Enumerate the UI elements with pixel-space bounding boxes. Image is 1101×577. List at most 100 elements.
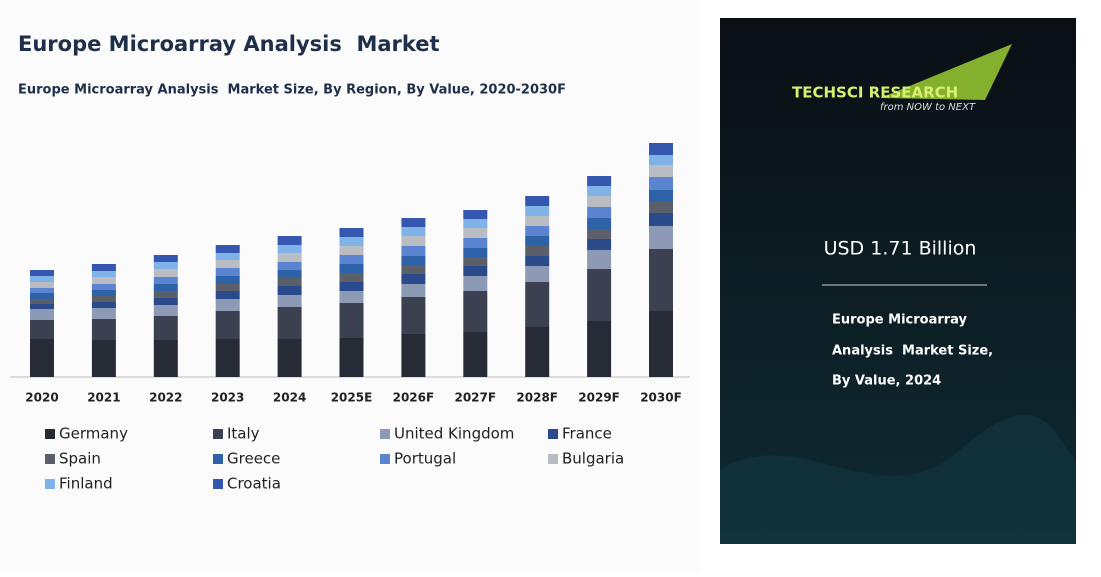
bar-segment [277,307,302,339]
bar-segment [649,311,673,377]
bar-segment [463,276,488,291]
bar-segment [339,246,364,255]
bar-segment [30,288,54,293]
bar-segment [30,304,54,309]
legend-label: United Kingdom [394,425,514,443]
bar-segment [587,321,612,377]
side-panel: TECHSCI RESEARCH from NOW to NEXT USD 1.… [720,18,1076,544]
bar-segment [277,236,302,245]
bar-segment [463,257,488,266]
bar-segment [153,284,178,291]
bar-segment [91,290,116,296]
bar-segment [277,339,302,377]
bar-segment [277,295,302,307]
chart-title: Europe Microarray Analysis Market [18,32,440,56]
bar-segment [339,228,364,237]
bar-segment [215,311,240,339]
bar-segment [339,291,364,303]
x-tick-label: 2020 [25,391,58,405]
bar-segment [339,264,364,273]
bar-segment [649,143,673,155]
bar-segment [587,250,612,269]
chart-subtitle: Europe Microarray Analysis Market Size, … [18,83,566,98]
tagline: from NOW to NEXT [880,102,976,113]
bar-segment [30,320,54,339]
bar-segment [277,262,302,270]
legend-swatch [548,429,558,439]
bar-segment [525,236,550,246]
bar-segment [587,176,612,186]
bar-segment [587,229,612,239]
x-tick-label: 2023 [211,391,244,405]
legend-swatch [380,429,390,439]
bar-segment [91,277,116,284]
bar-segment [153,291,178,298]
bar-segment [91,296,116,302]
bar-segment [215,268,240,276]
x-tick-label: 2024 [273,391,306,405]
bar-segment [30,309,54,320]
bar-segment [30,270,54,276]
bar-segment [153,316,178,340]
bar-segment [463,291,488,332]
bar-segment [525,327,550,377]
legend-swatch [213,454,223,464]
bar-segment [401,246,426,256]
legend-swatch [213,429,223,439]
bar-segment [525,226,550,236]
bar-segment [277,245,302,253]
bar-segment [153,262,178,269]
bar-segment [525,216,550,226]
x-tick-label: 2030F [640,391,682,405]
bar-segment [649,190,673,202]
headline: USD 1.71 Billion [824,238,977,260]
bar-segment [91,271,116,277]
bar-segment [339,338,364,377]
caption-line: Analysis Market Size, [832,344,993,359]
bar-segment [401,297,426,334]
bar-segment [525,256,550,266]
x-tick-label: 2026F [393,391,435,405]
bar-segment [91,302,116,308]
bar-segment [463,219,488,228]
bar-segment [91,264,116,271]
x-tick-label: 2025E [331,391,373,405]
bar-segment [463,210,488,219]
bar-segment [215,299,240,311]
bar-segment [587,269,612,321]
bar-segment [401,284,426,297]
bar-segment [339,282,364,291]
bar-segment [587,186,612,196]
bar-segment [587,239,612,250]
bar-segment [277,270,302,278]
bar-segment [215,339,240,377]
x-tick-label: 2022 [149,391,182,405]
bar-segment [463,228,488,238]
bar-segment [525,282,550,327]
bar-segment [153,340,178,377]
bar-segment [153,277,178,284]
legend-swatch [548,454,558,464]
legend-swatch [45,429,55,439]
bar-segment [153,255,178,262]
bar-segment [401,334,426,377]
legend-swatch [380,454,390,464]
bar-segment [401,274,426,284]
x-tick-label: 2021 [87,391,120,405]
bar-segment [91,319,116,340]
legend-label: Spain [59,450,101,468]
legend-label: Germany [59,425,128,443]
legend-label: Bulgaria [562,450,624,468]
bar-segment [463,332,488,377]
bar-segment [525,266,550,282]
bar-segment [91,284,116,290]
x-tick-label: 2029F [578,391,620,405]
bar-segment [277,253,302,262]
bar-segment [401,218,426,227]
bar-segment [649,226,673,249]
brand: TECHSCI RESEARCH [792,84,958,102]
bar-segment [649,177,673,190]
bar-segment [649,202,673,213]
bar-segment [525,206,550,216]
